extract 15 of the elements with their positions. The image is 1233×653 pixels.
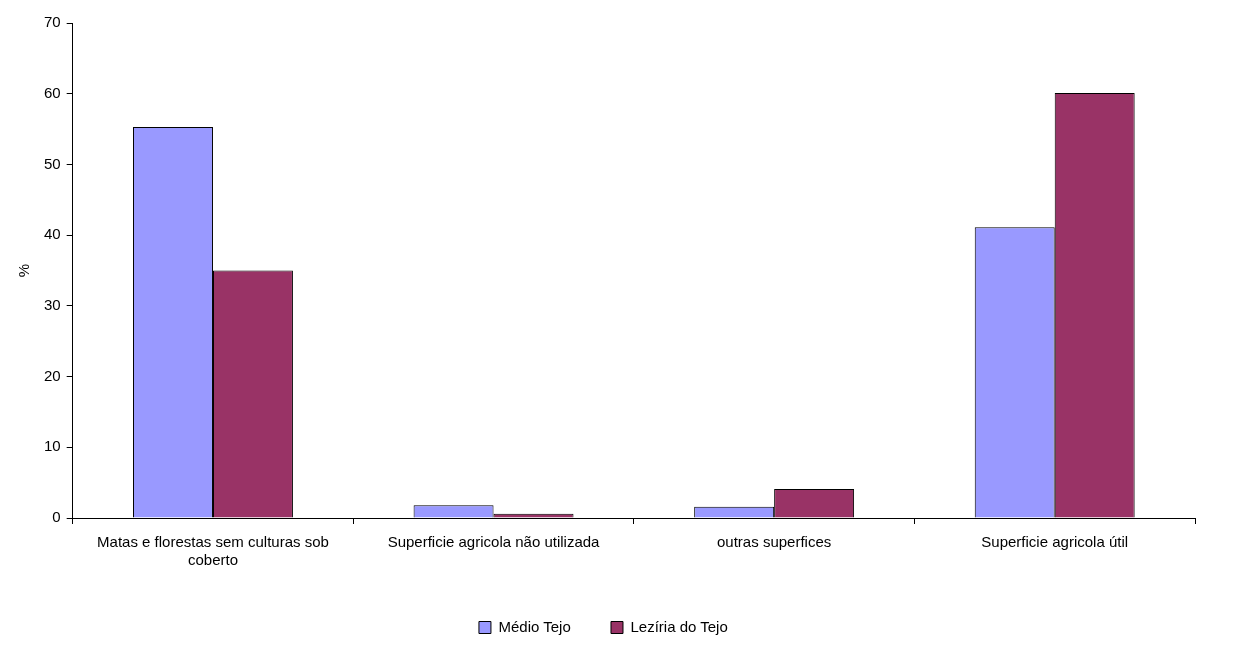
y-tick-label: 20 — [44, 366, 61, 384]
y-tick-label: 50 — [44, 154, 61, 172]
y-tick-label: 30 — [44, 296, 61, 313]
y-tick-label: 60 — [44, 83, 61, 101]
x-tick-label: outras superfices — [717, 533, 832, 551]
y-tick-label: 10 — [44, 437, 61, 455]
x-tick-label: Superficie agricola não utilizada — [387, 533, 601, 551]
legend-label: Médio Tejo — [498, 617, 571, 635]
y-tick-label: 40 — [44, 225, 61, 243]
y-axis-title: % — [15, 263, 33, 278]
x-tick-label: Matas e florestas sem culturas sob coberto — [97, 533, 329, 569]
y-tick-label: 70 — [44, 13, 61, 31]
y-tick-label: 0 — [52, 508, 61, 526]
x-tick-label: Superficie agricola útil — [981, 533, 1129, 551]
legend-label: Lezíria do Tejo — [630, 617, 728, 635]
